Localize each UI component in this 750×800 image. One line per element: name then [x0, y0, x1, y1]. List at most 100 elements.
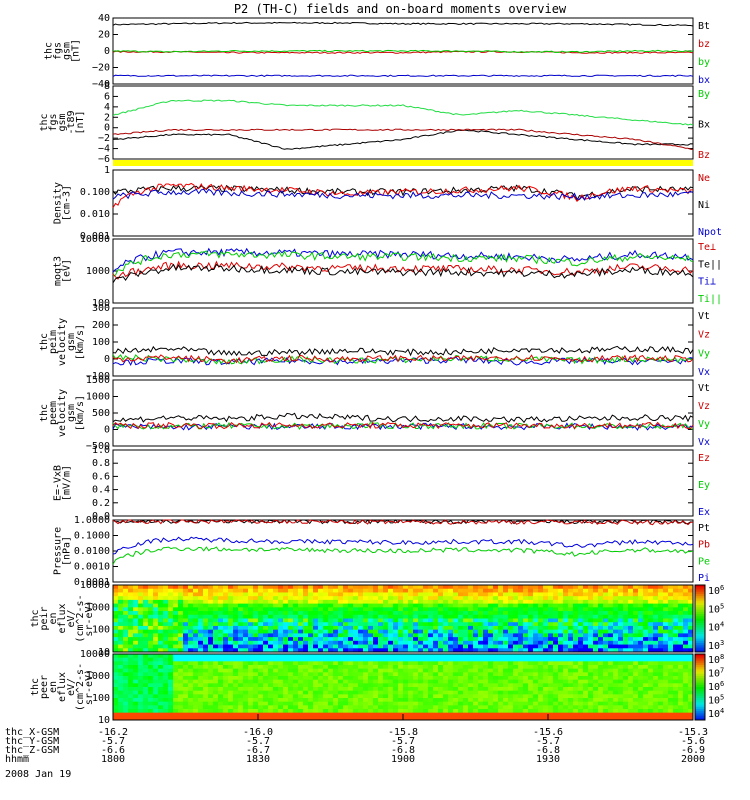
heatmap-cell [688, 633, 694, 638]
heatmap-cell [298, 614, 304, 619]
heatmap-cell [303, 705, 309, 710]
heatmap-cell [533, 629, 539, 634]
heatmap-cell [393, 672, 399, 677]
heatmap-cell [228, 661, 234, 666]
heatmap-cell [583, 588, 589, 593]
heatmap-cell [493, 690, 499, 695]
heatmap-cell [543, 654, 549, 659]
heatmap-cell [403, 625, 409, 631]
heatmap-cell [228, 611, 234, 616]
heatmap-cell [678, 672, 684, 677]
heatmap-cell [238, 625, 244, 631]
heatmap-cell [238, 607, 244, 612]
heatmap-cell [533, 694, 539, 699]
heatmap-cell [278, 668, 284, 673]
heatmap-cell [288, 716, 294, 721]
heatmap-cell [443, 654, 449, 659]
heatmap-cell [588, 665, 594, 670]
y-axis-label-line: en [48, 612, 59, 624]
heatmap-cell [203, 585, 209, 590]
heatmap-cell [383, 687, 389, 692]
heatmap-cell [483, 672, 489, 677]
heatmap-cell [428, 599, 434, 605]
heatmap-cell [683, 705, 689, 710]
heatmap-cell [503, 603, 509, 608]
heatmap-cell [268, 603, 274, 608]
heatmap-cell [548, 705, 554, 710]
heatmap-cell [643, 661, 649, 666]
heatmap-cell [148, 592, 154, 597]
heatmap-cell [663, 614, 669, 619]
heatmap-cell [153, 657, 159, 662]
heatmap-cell [233, 640, 239, 646]
heatmap-cell [458, 716, 464, 721]
heatmap-cell [613, 701, 619, 706]
heatmap-cell [343, 618, 349, 623]
heatmap-cell [568, 661, 574, 666]
y-tick-label: 20 [98, 30, 110, 41]
heatmap-cell [338, 679, 344, 684]
heatmap-cell [348, 676, 354, 681]
heatmap-cell [398, 672, 404, 677]
heatmap-cell [503, 694, 509, 699]
heatmap-cell [248, 694, 254, 699]
y-axis-label-line: gsm [62, 42, 73, 60]
heatmap-cell [633, 607, 639, 612]
heatmap-cell [628, 622, 634, 627]
heatmap-cell [678, 607, 684, 612]
heatmap-cell [363, 698, 369, 703]
heatmap-cell [473, 625, 479, 631]
heatmap-cell [393, 676, 399, 681]
heatmap-cell [323, 665, 329, 670]
heatmap-cell [403, 701, 409, 706]
heatmap-cell [613, 657, 619, 662]
heatmap-cell [648, 698, 654, 703]
heatmap-cell [228, 654, 234, 659]
heatmap-cell [238, 629, 244, 634]
heatmap-cell [598, 657, 604, 662]
heatmap-cell [563, 690, 569, 695]
heatmap-cell [368, 640, 374, 646]
heatmap-cell [373, 672, 379, 677]
heatmap-cell [558, 716, 564, 721]
heatmap-cell [188, 665, 194, 670]
heatmap-cell [548, 614, 554, 619]
heatmap-cell [288, 637, 294, 642]
heatmap-cell [468, 672, 474, 677]
heatmap-cell [358, 672, 364, 677]
heatmap-cell [658, 607, 664, 612]
heatmap-cell [253, 705, 259, 710]
heatmap-cell [218, 672, 224, 677]
heatmap-cell [683, 709, 689, 714]
heatmap-cell [533, 661, 539, 666]
heatmap-cell [208, 644, 214, 649]
heatmap-cell [418, 705, 424, 710]
heatmap-cell [328, 585, 334, 590]
heatmap-cell [143, 644, 149, 649]
heatmap-cell [368, 596, 374, 601]
heatmap-cell [433, 607, 439, 612]
heatmap-cell [123, 637, 129, 642]
heatmap-cell [258, 588, 264, 593]
heatmap-cell [398, 637, 404, 642]
heatmap-cell [663, 625, 669, 631]
heatmap-cell [173, 648, 179, 653]
heatmap-cell [498, 654, 504, 659]
heatmap-cell [428, 716, 434, 721]
heatmap-cell [118, 683, 124, 688]
heatmap-cell [223, 637, 229, 642]
heatmap-cell [393, 690, 399, 695]
heatmap-cell [338, 709, 344, 714]
heatmap-cell [373, 668, 379, 673]
heatmap-cell [418, 618, 424, 623]
heatmap-cell [583, 668, 589, 673]
heatmap-cell [563, 644, 569, 649]
heatmap-cell [618, 592, 624, 597]
heatmap-cell [208, 637, 214, 642]
heatmap-cell [343, 705, 349, 710]
heatmap-cell [273, 637, 279, 642]
heatmap-cell [148, 629, 154, 634]
heatmap-cell [608, 599, 614, 605]
legend-entry: Vx [698, 437, 710, 448]
heatmap-cell [128, 654, 134, 659]
